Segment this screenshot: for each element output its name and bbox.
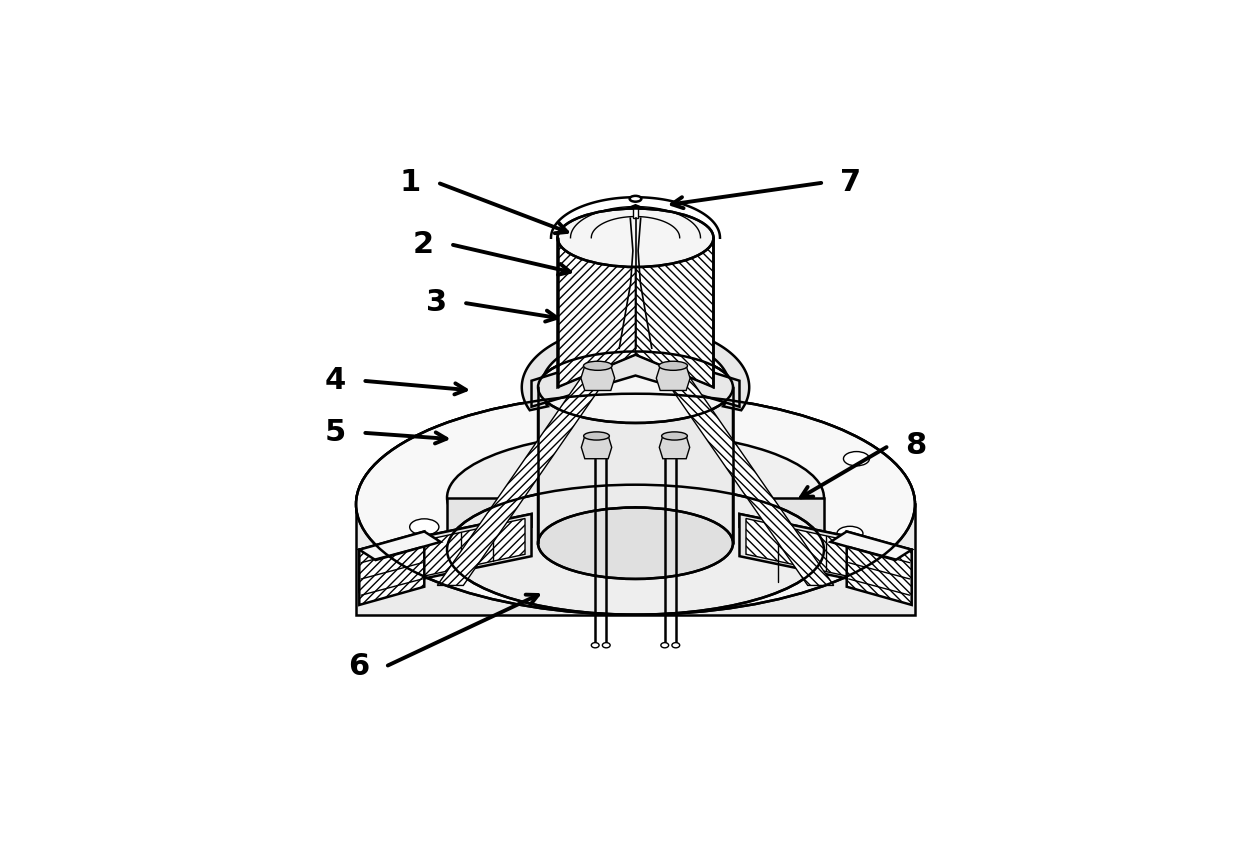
Text: 8: 8 bbox=[905, 431, 926, 460]
Polygon shape bbox=[739, 514, 911, 592]
Ellipse shape bbox=[448, 484, 823, 614]
Polygon shape bbox=[656, 365, 691, 391]
Polygon shape bbox=[360, 532, 424, 605]
Polygon shape bbox=[635, 205, 713, 387]
Ellipse shape bbox=[584, 432, 609, 440]
Ellipse shape bbox=[603, 642, 610, 648]
Polygon shape bbox=[847, 532, 911, 605]
Ellipse shape bbox=[662, 432, 687, 440]
Text: 1: 1 bbox=[399, 168, 422, 197]
Ellipse shape bbox=[356, 393, 915, 614]
Polygon shape bbox=[558, 205, 635, 387]
Ellipse shape bbox=[584, 361, 613, 371]
Polygon shape bbox=[660, 436, 689, 459]
Polygon shape bbox=[580, 365, 615, 391]
Text: 3: 3 bbox=[425, 289, 448, 317]
Polygon shape bbox=[360, 514, 532, 563]
Polygon shape bbox=[532, 349, 739, 407]
Ellipse shape bbox=[448, 433, 823, 563]
Ellipse shape bbox=[591, 642, 599, 648]
Polygon shape bbox=[635, 325, 749, 410]
Ellipse shape bbox=[538, 351, 733, 423]
Ellipse shape bbox=[558, 208, 713, 267]
Text: 5: 5 bbox=[325, 419, 346, 447]
Polygon shape bbox=[448, 498, 823, 549]
Polygon shape bbox=[582, 436, 611, 459]
Polygon shape bbox=[538, 351, 733, 544]
Polygon shape bbox=[522, 325, 635, 410]
Polygon shape bbox=[360, 514, 532, 592]
Ellipse shape bbox=[661, 642, 668, 648]
Ellipse shape bbox=[409, 519, 439, 535]
Ellipse shape bbox=[538, 351, 733, 423]
Ellipse shape bbox=[538, 507, 733, 579]
Text: 6: 6 bbox=[347, 652, 370, 681]
Ellipse shape bbox=[843, 452, 869, 466]
Text: 4: 4 bbox=[325, 366, 346, 395]
Polygon shape bbox=[739, 514, 911, 563]
Ellipse shape bbox=[837, 527, 863, 541]
Polygon shape bbox=[360, 532, 440, 560]
Polygon shape bbox=[438, 374, 610, 586]
Text: 7: 7 bbox=[841, 168, 862, 197]
Polygon shape bbox=[831, 532, 911, 560]
Text: 2: 2 bbox=[413, 230, 434, 259]
Ellipse shape bbox=[672, 642, 680, 648]
Polygon shape bbox=[632, 207, 639, 219]
Ellipse shape bbox=[630, 196, 641, 202]
Ellipse shape bbox=[658, 361, 687, 371]
Ellipse shape bbox=[356, 393, 915, 614]
Polygon shape bbox=[356, 504, 915, 614]
Polygon shape bbox=[661, 374, 833, 586]
Polygon shape bbox=[746, 518, 905, 589]
Polygon shape bbox=[366, 518, 525, 589]
